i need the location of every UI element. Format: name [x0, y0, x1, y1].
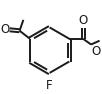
Text: F: F	[46, 80, 53, 92]
Text: O: O	[78, 14, 88, 27]
Text: O: O	[91, 45, 101, 58]
Text: O: O	[0, 23, 9, 36]
